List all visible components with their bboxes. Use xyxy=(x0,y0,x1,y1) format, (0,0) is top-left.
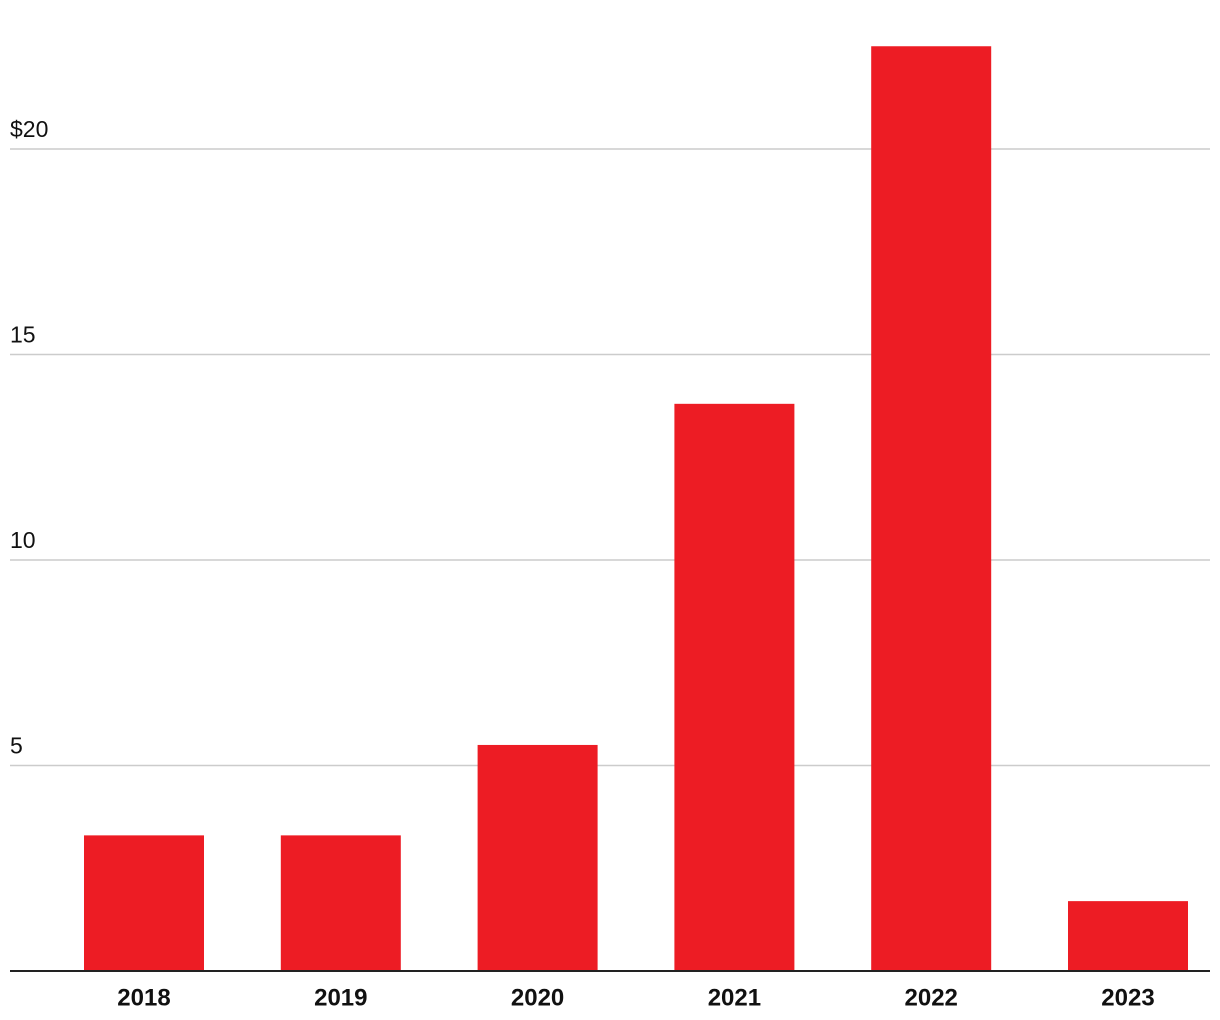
x-tick-label: 2019 xyxy=(314,984,367,1011)
y-tick-label: $20 xyxy=(10,116,48,142)
y-tick-label: 15 xyxy=(10,322,36,348)
x-tick-label: 2018 xyxy=(117,984,170,1011)
x-tick-label: 2021 xyxy=(708,984,761,1011)
x-tick-label: 2023 xyxy=(1101,984,1154,1011)
bar xyxy=(84,835,204,971)
x-tick-label: 2022 xyxy=(905,984,958,1011)
bar xyxy=(280,835,401,971)
bar xyxy=(477,744,598,971)
bar xyxy=(674,403,795,971)
y-tick-label: 5 xyxy=(10,733,23,759)
x-tick-label: 2020 xyxy=(511,984,564,1011)
bar xyxy=(1068,901,1188,971)
y-tick-label: 10 xyxy=(10,527,36,553)
bar xyxy=(871,46,992,971)
